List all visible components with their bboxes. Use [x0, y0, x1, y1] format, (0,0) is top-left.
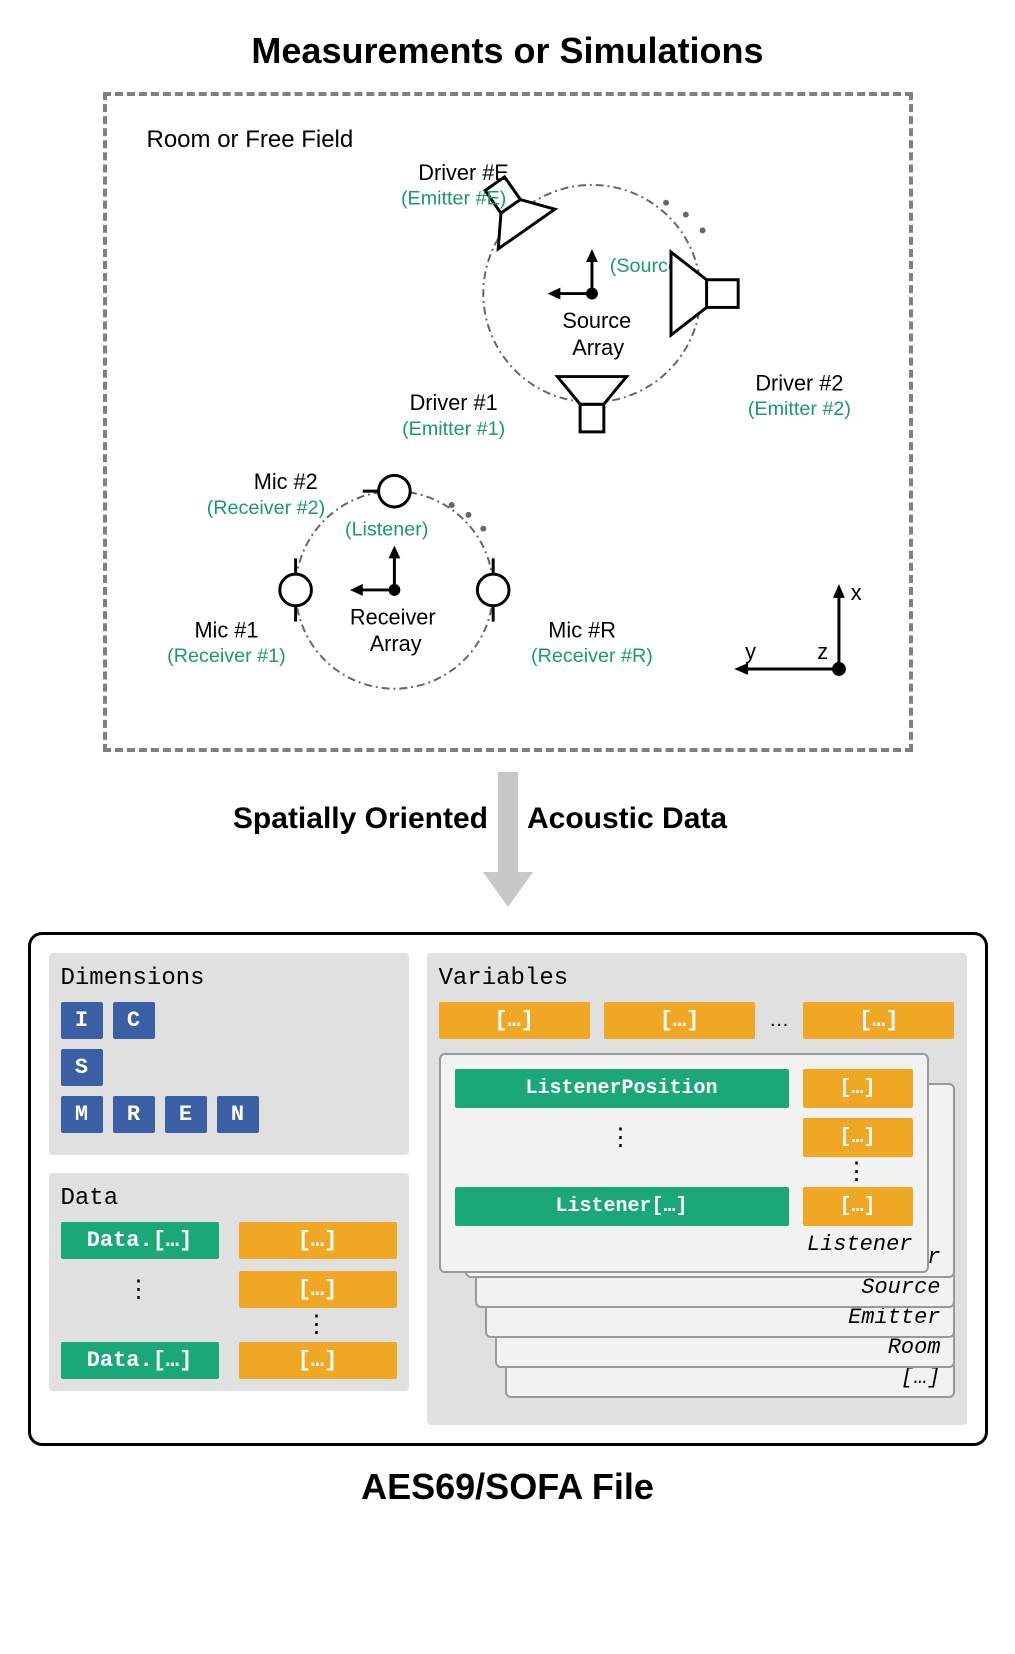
data-panel: Data Data.[…] […] ⋮ […] Data.[…] ⋮ […]: [49, 1173, 409, 1391]
var-chip: […]: [604, 1002, 755, 1039]
down-arrow-icon: [478, 772, 538, 912]
dim-chip: R: [113, 1096, 155, 1133]
data-chip: […]: [239, 1222, 397, 1259]
listener-card: ListenerPosition […] ⋮ […] Listener[…] ⋮…: [439, 1053, 929, 1273]
stack-label: […]: [901, 1365, 941, 1390]
hdots: …: [769, 1009, 789, 1032]
title-bottom: AES69/SOFA File: [20, 1466, 995, 1508]
var-chip: […]: [439, 1002, 590, 1039]
driver-2-label: Driver #2: [755, 370, 843, 395]
flow-arrow-section: Spatially Oriented Acoustic Data: [20, 772, 995, 912]
dim-chip: C: [113, 1002, 155, 1039]
dim-chip: E: [165, 1096, 207, 1133]
listener-center-label: (Listener): [345, 519, 428, 541]
vdots: ⋮: [239, 1320, 397, 1330]
driver-2-sub: (Emitter #2): [747, 398, 850, 420]
mic-1-label: Mic #1: [194, 617, 258, 642]
listener-side-chip: […]: [803, 1118, 913, 1157]
diagram-svg: (Source) Source Array Driver #E (Emitter…: [107, 96, 909, 748]
var-chip: […]: [803, 1002, 954, 1039]
stack-label: Source: [861, 1275, 940, 1300]
mic-r-label: Mic #R: [548, 617, 616, 642]
driver-e-label: Driver #E: [418, 160, 509, 185]
dimensions-panel: Dimensions I C S M R E N: [49, 953, 409, 1155]
data-chip: Data.[…]: [61, 1342, 219, 1379]
vdots: ⋮: [455, 1133, 789, 1143]
vdots: ⋮: [61, 1285, 219, 1295]
stack-label: Room: [888, 1335, 941, 1360]
variables-panel: Variables […] […] … […] […] Room: [427, 953, 967, 1425]
receiver-array-l2: Array: [369, 631, 421, 656]
dim-chip: S: [61, 1049, 103, 1086]
data-chip: […]: [239, 1271, 397, 1308]
source-array-l2: Array: [572, 335, 624, 360]
arrow-label-left: Spatially Oriented: [233, 802, 488, 836]
dim-chip: N: [217, 1096, 259, 1133]
variable-stack: […] Room Emitter Source Receiver: [439, 1053, 955, 1413]
axis-y: y: [745, 639, 756, 664]
sofa-file-box: Dimensions I C S M R E N Data Data: [28, 932, 988, 1446]
room-diagram: Room or Free Field (Source) Source Array…: [103, 92, 913, 752]
receiver-array-l1: Receiver: [349, 605, 435, 630]
data-chip: Data.[…]: [61, 1222, 219, 1259]
listener-side-chip: […]: [803, 1187, 913, 1226]
stack-label: Listener: [455, 1232, 913, 1257]
source-array-l1: Source: [562, 308, 631, 333]
mic-1-sub: (Receiver #1): [167, 645, 286, 667]
driver-1-label: Driver #1: [409, 390, 497, 415]
listener-var: Listener[…]: [455, 1187, 789, 1226]
axis-z: z: [817, 639, 828, 664]
axis-x: x: [850, 580, 861, 605]
driver-e-sub: (Emitter #E): [400, 188, 505, 210]
driver-1-sub: (Emitter #1): [402, 418, 505, 440]
data-title: Data: [61, 1185, 397, 1212]
vdots: ⋮: [803, 1167, 913, 1177]
dimensions-title: Dimensions: [61, 965, 397, 992]
stack-label: Emitter: [848, 1305, 940, 1330]
dim-chip: I: [61, 1002, 103, 1039]
dim-chip: M: [61, 1096, 103, 1133]
data-chip: […]: [239, 1342, 397, 1379]
mic-2-sub: (Receiver #2): [206, 497, 325, 519]
mic-r-sub: (Receiver #R): [531, 645, 653, 667]
variables-title: Variables: [439, 965, 955, 992]
mic-2-label: Mic #2: [253, 469, 317, 494]
listener-side-chip: […]: [803, 1069, 913, 1108]
arrow-label-right: Acoustic Data: [527, 802, 727, 836]
listener-var: ListenerPosition: [455, 1069, 789, 1108]
title-top: Measurements or Simulations: [20, 30, 995, 72]
